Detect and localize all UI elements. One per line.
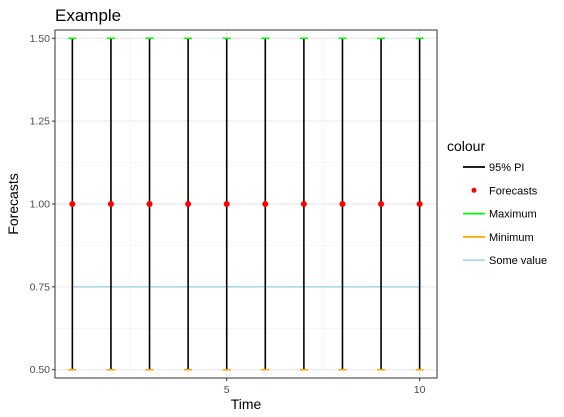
forecast-point: [300, 201, 307, 207]
forecast-point: [378, 201, 385, 207]
legend-key-forecasts: [471, 187, 477, 193]
legend: 95% PI Forecasts Maximum Minimum Some value: [463, 162, 547, 267]
legend-label-some-value: Some value: [489, 255, 547, 267]
x-axis-title: Time: [231, 396, 262, 412]
y-tick-label: 1.00: [30, 199, 51, 211]
legend-label-maximum: Maximum: [489, 209, 537, 221]
legend-label-95-pi: 95% PI: [489, 162, 524, 174]
forecast-point: [262, 201, 269, 207]
legend-label-minimum: Minimum: [489, 232, 534, 244]
x-tick-label: 5: [224, 384, 230, 396]
y-axis-title: Forecasts: [5, 173, 21, 234]
forecast-point: [146, 201, 153, 207]
y-tick-label: 1.50: [30, 33, 51, 45]
legend-label-forecasts: Forecasts: [489, 185, 538, 197]
forecast-point: [223, 201, 230, 207]
forecast-point: [185, 201, 192, 207]
forecast-point: [107, 201, 114, 207]
x-tick-label: 10: [414, 384, 426, 396]
y-tick-label: 1.25: [30, 116, 51, 128]
legend-title: colour: [447, 138, 485, 154]
y-tick-label: 0.75: [30, 281, 51, 293]
axes: 0.50 0.75 1.00 1.25 1.50 5 10: [30, 33, 426, 396]
y-tick-label: 0.50: [30, 364, 51, 376]
chart-title: Example: [55, 6, 121, 25]
forecast-point: [339, 201, 346, 207]
forecast-point: [416, 201, 423, 207]
forecast-point: [69, 201, 76, 207]
chart-marks: [68, 37, 424, 371]
